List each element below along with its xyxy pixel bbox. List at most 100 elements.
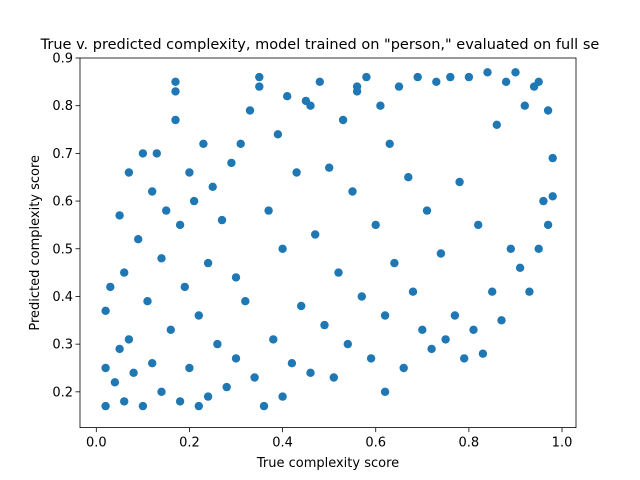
scatter-point xyxy=(203,258,213,268)
scatter-point xyxy=(525,287,534,296)
scatter-point xyxy=(222,382,231,392)
y-tick-label: 0.7 xyxy=(52,147,73,162)
y-axis-label: Predicted complexity score xyxy=(28,155,43,331)
scatter-point xyxy=(385,139,394,148)
scatter-point xyxy=(306,368,315,377)
scatter-point xyxy=(413,72,422,82)
x-tick-label: 0.2 xyxy=(179,436,200,451)
plot-frame xyxy=(79,57,577,429)
scatter-point xyxy=(241,297,250,306)
scatter-point xyxy=(124,335,134,344)
y-tick-label: 0.6 xyxy=(52,195,73,210)
scatter-point xyxy=(334,268,343,277)
y-tick-label: 0.2 xyxy=(52,385,73,400)
scatter-point xyxy=(208,182,217,191)
scatter-point xyxy=(148,187,157,196)
scatter-point xyxy=(515,263,525,272)
scatter-point xyxy=(320,320,329,330)
scatter-point xyxy=(115,344,124,354)
x-tick-label: 0.8 xyxy=(459,436,480,451)
scatter-point xyxy=(492,120,501,129)
scatter-point xyxy=(138,149,148,158)
scatter-point xyxy=(185,363,194,373)
y-tick-label: 0.4 xyxy=(52,290,73,305)
scatter-point xyxy=(269,335,278,344)
scatter-point xyxy=(189,196,199,206)
scatter-point xyxy=(380,311,390,320)
scatter-point xyxy=(297,301,306,311)
scatter-point xyxy=(292,168,301,177)
scatter-point xyxy=(106,282,115,292)
scatter-point xyxy=(143,297,152,306)
scatter-point xyxy=(352,87,362,96)
scatter-point xyxy=(278,244,287,253)
scatter-point xyxy=(306,101,315,110)
scatter-point xyxy=(129,368,138,377)
scatter-point xyxy=(399,363,408,373)
scatter-point xyxy=(488,287,497,296)
scatter-point xyxy=(236,139,245,148)
y-tick-label: 0.9 xyxy=(52,52,73,67)
scatter-point xyxy=(101,401,110,411)
scatter-point xyxy=(171,87,180,96)
scatter-point xyxy=(432,77,441,87)
scatter-point xyxy=(366,354,376,363)
scatter-point xyxy=(376,101,385,110)
scatter-point xyxy=(390,258,399,268)
scatter-point xyxy=(483,68,492,77)
scatter-point xyxy=(497,316,506,325)
scatter-point xyxy=(162,206,171,215)
scatter-point xyxy=(185,168,194,177)
scatter-point xyxy=(124,168,134,177)
scatter-point xyxy=(287,359,297,368)
scatter-point xyxy=(548,192,557,201)
scatter-point xyxy=(180,282,189,292)
scatter-point xyxy=(152,149,161,158)
scatter-point xyxy=(371,220,380,230)
scatter-point xyxy=(408,287,418,296)
y-axis-ticks: 0.2 0.3 0.4 0.5 0.6 0.7 0.8 0.9 xyxy=(52,52,80,400)
scatter-point xyxy=(362,72,371,82)
scatter-point xyxy=(194,401,203,411)
scatter-point xyxy=(120,268,129,277)
y-tick-label: 0.3 xyxy=(52,338,73,353)
scatter-point xyxy=(460,354,469,363)
scatter-point xyxy=(259,401,269,411)
scatter-point xyxy=(278,392,287,401)
scatter-point xyxy=(120,397,129,406)
scatter-point xyxy=(171,115,180,125)
scatter-point xyxy=(380,387,390,396)
scatter-point xyxy=(478,349,488,358)
scatter-point xyxy=(315,77,324,87)
scatter-point xyxy=(273,130,283,139)
x-tick-label: 0.6 xyxy=(365,436,386,451)
scatter-point xyxy=(245,106,255,115)
scatter-point xyxy=(427,344,436,354)
scatter-point xyxy=(110,378,120,387)
x-axis-label: True complexity score xyxy=(256,456,399,471)
y-tick-label: 0.5 xyxy=(52,242,73,257)
scatter-point xyxy=(543,220,553,230)
scatter-point xyxy=(506,244,515,253)
scatter-point xyxy=(175,397,185,406)
scatter-point xyxy=(283,92,292,101)
x-axis-ticks: 0.0 0.2 0.4 0.6 0.8 1.0 xyxy=(86,427,572,451)
scatter-point xyxy=(325,163,334,172)
scatter-point xyxy=(115,211,124,220)
scatter-point xyxy=(199,139,208,148)
scatter-point xyxy=(348,187,357,196)
scatter-point xyxy=(250,373,259,382)
scatter-point xyxy=(231,273,241,282)
scatter-point xyxy=(357,292,366,301)
scatter-point xyxy=(157,254,166,263)
scatter-point xyxy=(446,72,455,82)
scatter-point xyxy=(166,325,175,334)
scatter-point xyxy=(255,82,264,91)
scatter-point xyxy=(534,244,543,253)
scatter-point xyxy=(134,235,143,244)
scatter-point xyxy=(311,230,320,239)
scatter-point xyxy=(450,311,460,320)
scatter-point xyxy=(394,82,404,91)
scatter-point xyxy=(227,158,236,168)
scatter-point xyxy=(213,339,222,349)
